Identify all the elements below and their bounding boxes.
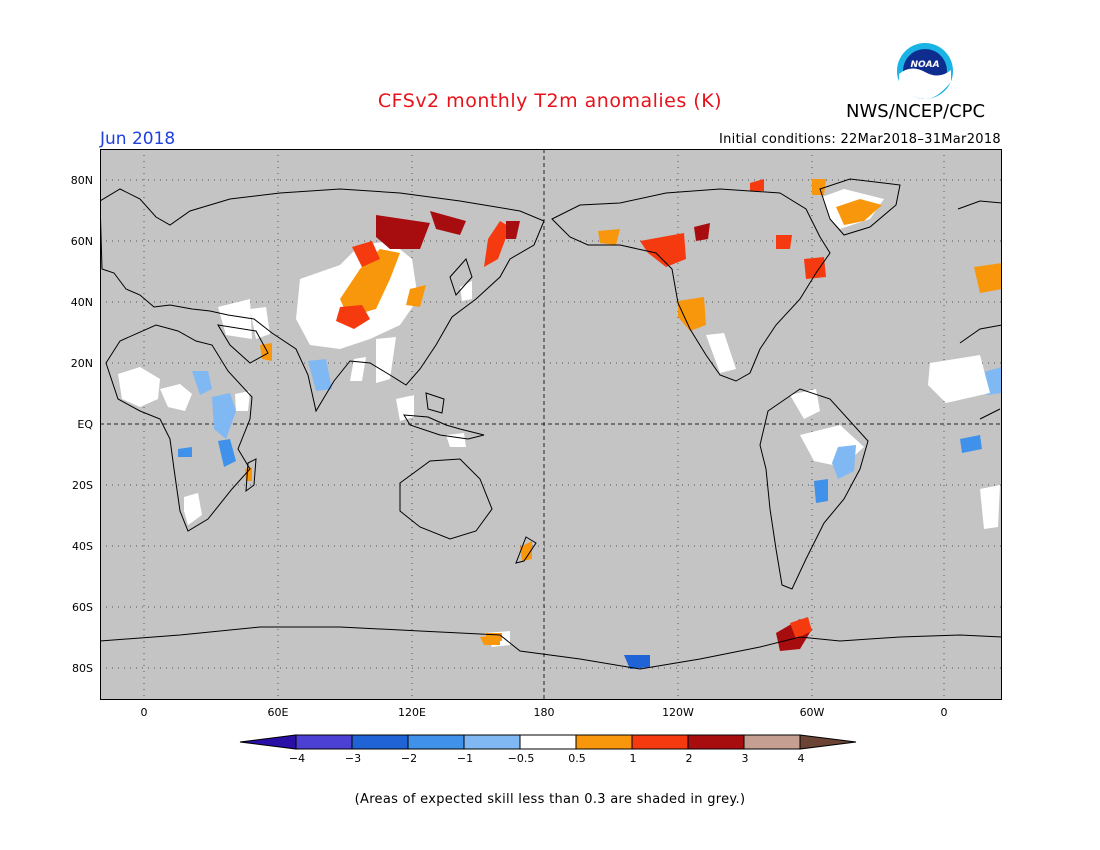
colorbar-tick-label: −4 [288,752,306,765]
colorbar-tick-label: 1 [629,752,637,765]
coastlines [100,178,1002,670]
agency-label: NWS/NCEP/CPC [846,101,986,122]
equator-dateline [100,149,1002,700]
lon-label: 180 [533,706,555,719]
valid-month: Jun 2018 [100,129,176,149]
colorbar-tick-label: −1 [456,752,474,765]
lat-label: EQ [77,418,93,431]
lat-label: 20S [72,479,93,492]
colorbar-swatch [295,734,353,750]
svg-text:NOAA: NOAA [910,60,939,70]
colorbar-swatch [743,734,801,750]
lon-label: 120W [662,706,694,719]
lat-label: 80S [72,662,93,675]
lon-label: 0 [940,706,948,719]
lon-label: 0 [140,706,148,719]
colorbar-tick-label: −2 [400,752,418,765]
colorbar [239,734,857,750]
lon-label: 60W [799,706,825,719]
lat-label: 60S [72,601,93,614]
colorbar-tick-label: 3 [741,752,749,765]
colorbar-arrow-high [799,734,857,750]
colorbar-swatch [463,734,521,750]
colorbar-tick-label: −0.5 [507,752,535,765]
colorbar-tick-label: 4 [797,752,805,765]
colorbar-swatch [575,734,633,750]
lat-label: 80N [70,174,93,187]
colorbar-swatch [519,734,577,750]
colorbar-swatch [687,734,745,750]
skill-footnote: (Areas of expected skill less than 0.3 a… [354,792,746,807]
lat-label: 60N [70,235,93,248]
colorbar-tick-label: 2 [685,752,693,765]
anomaly-patches [118,179,1002,669]
colorbar-swatch [631,734,689,750]
map-title: CFSv2 monthly T2m anomalies (K) [377,90,723,112]
colorbar-tick-label: −3 [344,752,362,765]
map-frame [100,149,1002,700]
anomaly-map [100,149,1002,700]
lat-label: 40S [72,540,93,553]
colorbar-swatch [407,734,465,750]
noaa-logo: NOAA [897,43,953,100]
lat-label: 40N [70,296,93,309]
colorbar-arrow-low [239,734,297,750]
lon-label: 60E [267,706,289,719]
initial-conditions: Initial conditions: 22Mar2018–31Mar2018 [718,132,1001,147]
lon-label: 120E [398,706,426,719]
colorbar-tick-label: 0.5 [568,752,586,765]
lat-label: 20N [70,357,93,370]
colorbar-swatch [351,734,409,750]
